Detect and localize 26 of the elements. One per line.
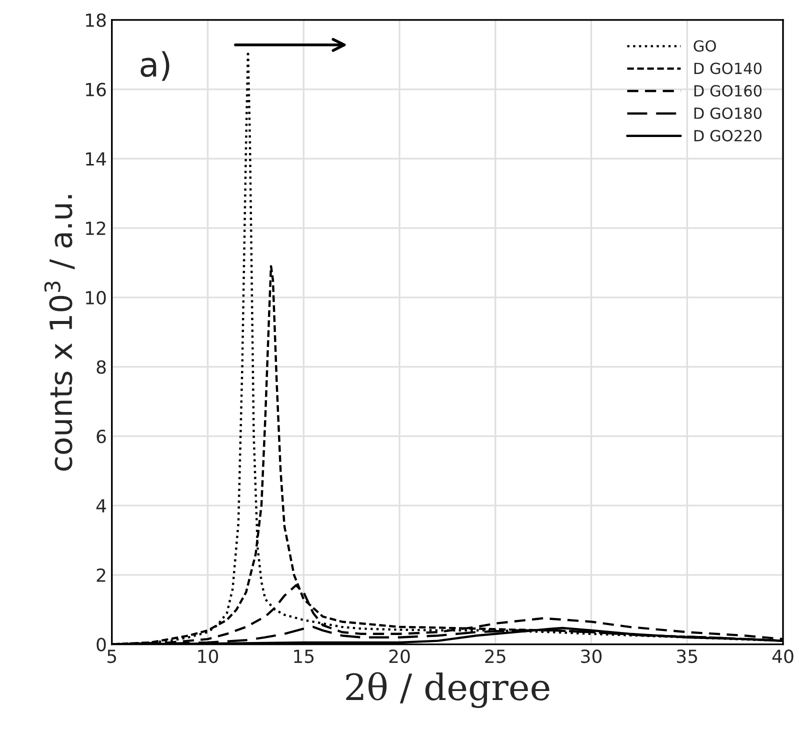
y-tick-label: 12 [86, 222, 106, 235]
y-tick-label: 6 [96, 430, 106, 444]
annotation: a) [140, 51, 170, 81]
x-tick-label: 30 [581, 649, 602, 664]
y-tick-label: 0 [96, 638, 106, 652]
x-tick-label: 15 [294, 650, 314, 664]
x-axis-title: 2θ / degree [346, 672, 550, 708]
legend-label: D GO180 [694, 107, 762, 120]
x-tick-label: 10 [198, 649, 218, 664]
y-tick-label: 4 [96, 499, 106, 512]
legend-label: GO [694, 40, 716, 52]
legend-label: D GO140 [694, 62, 762, 74]
y-tick-label: 10 [86, 290, 106, 305]
x-tick-label: 25 [485, 649, 506, 664]
y-tick-label: 2 [96, 568, 106, 582]
y-tick-label: 18 [86, 13, 106, 28]
legend-label: D GO160 [694, 85, 762, 97]
y-tick-label: 16 [86, 82, 106, 96]
y-tick-label: 14 [86, 152, 106, 166]
y-tick-label: 8 [96, 360, 106, 374]
legend-label: D GO220 [694, 130, 762, 142]
x-tick-label: 40 [772, 649, 794, 664]
x-tick-label: 35 [677, 649, 698, 664]
x-tick-label: 20 [389, 649, 410, 664]
y-axis-title: counts x 10$^{3}$ / a.u. [44, 195, 75, 471]
x-tick-label: 5 [108, 650, 116, 664]
